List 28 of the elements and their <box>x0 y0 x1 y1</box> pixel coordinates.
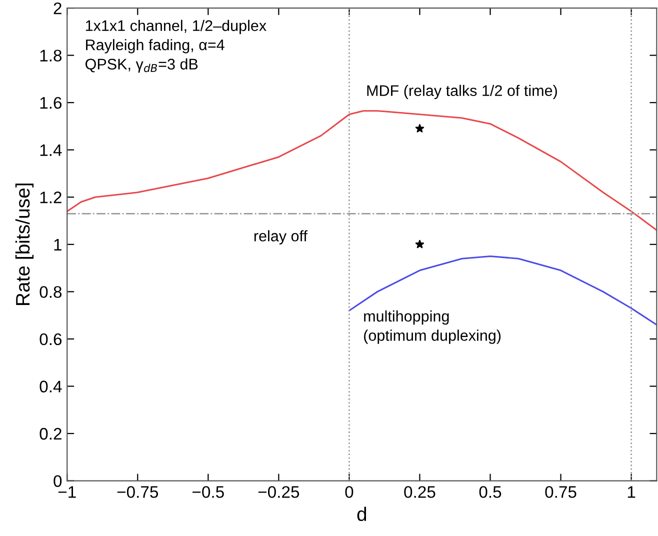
x-tick-label: 0.5 <box>479 486 502 498</box>
annotation: relay off <box>254 230 308 244</box>
x-tick-label: −0.75 <box>117 486 158 498</box>
y-tick-label: 0.4 <box>40 380 62 392</box>
y-tick-label: 1.8 <box>40 50 62 62</box>
x-tick-label: 0 <box>345 486 354 498</box>
y-tick-label: 0.8 <box>40 286 62 298</box>
line-series <box>348 255 657 326</box>
x-tick-label: −0.25 <box>258 486 300 498</box>
x-axis-title: d <box>357 506 366 522</box>
x-tick-label: 1 <box>628 486 636 498</box>
y-tick-label: 0.2 <box>40 428 62 440</box>
y-tick-label: 1.4 <box>40 144 62 156</box>
annotation: MDF (relay talks 1/2 of time) <box>367 84 557 100</box>
annotation: multihopping (optimum duplexing) <box>364 310 501 344</box>
x-tick-label: 0.25 <box>404 486 436 498</box>
y-tick-label: 0.6 <box>40 333 62 346</box>
x-tick-label: −0.5 <box>192 486 224 498</box>
y-tick-label: 1 <box>54 238 62 250</box>
y-axis-title: Rate [bits/use] <box>15 184 34 305</box>
line-series <box>67 110 657 231</box>
y-tick-label: 1.6 <box>40 96 62 109</box>
annotation: 1x1x1 channel, 1/2–duplex Rayleigh fading, α=4 QPSK, γ$_{dB}$=3 dB <box>86 20 266 73</box>
x-tick-label: 0.75 <box>545 486 576 498</box>
y-tick-label: 0 <box>54 475 62 487</box>
y-tick-label: 1.2 <box>40 192 62 204</box>
x-tick-label: −1 <box>58 486 76 498</box>
y-tick-label: 2 <box>54 2 62 14</box>
